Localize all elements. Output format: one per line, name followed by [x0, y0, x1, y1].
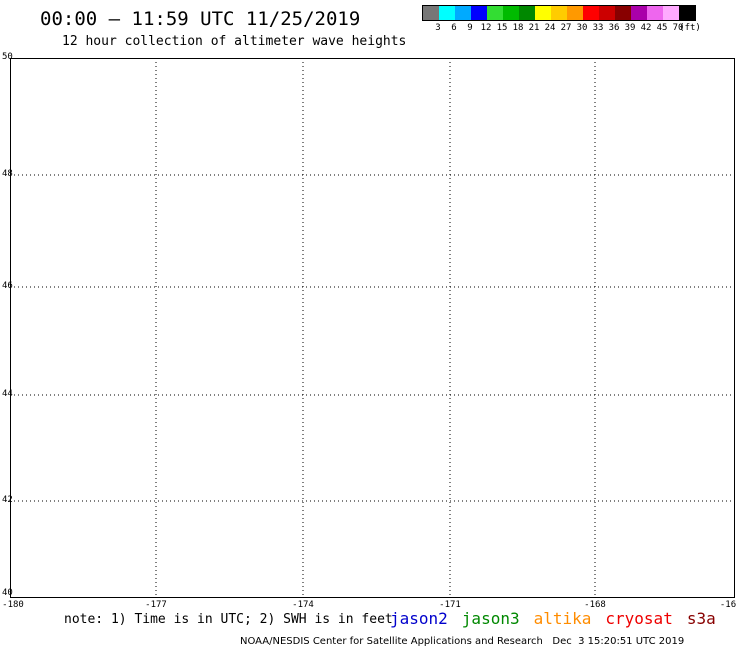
map-grid [10, 58, 735, 598]
wave-height-map: 50 48 46 44 42 40 -180 -177 -174 -171 -168 -16 [2, 52, 736, 610]
satellite-legend-cryosat: cryosat [605, 609, 673, 628]
map-frame [10, 58, 735, 598]
legend-swatch [567, 6, 583, 20]
legend-swatch [487, 6, 503, 20]
satellite-legend-s3a: s3a [686, 609, 716, 628]
satellite-legend: jason2 jason3 altika cryosat s3a [390, 609, 730, 628]
legend-label: (ft) [679, 23, 701, 33]
legend-label: 36 [608, 23, 620, 33]
legend-label: 70 [672, 23, 684, 33]
legend-label: 30 [576, 23, 588, 33]
latitude-label: 44 [2, 389, 13, 399]
satellite-legend-jason3: jason3 [461, 609, 520, 628]
legend-label: 24 [544, 23, 556, 33]
legend-label: 39 [624, 23, 636, 33]
legend-swatch [599, 6, 615, 20]
longitude-label: -171 [439, 600, 461, 610]
map-title: 00:00 – 11:59 UTC 11/25/2019 [40, 8, 361, 30]
legend-swatch [631, 6, 647, 20]
legend-swatch [615, 6, 631, 20]
legend-swatch [439, 6, 455, 20]
legend-swatch [455, 6, 471, 20]
legend-swatch [503, 6, 519, 20]
legend-label: 3 [435, 23, 441, 33]
legend-swatch [535, 6, 551, 20]
legend-label: 18 [512, 23, 524, 33]
legend-label: 45 [656, 23, 668, 33]
latitude-label: 46 [2, 281, 13, 291]
longitude-label: -174 [292, 600, 314, 610]
legend-swatches [422, 5, 696, 21]
legend-swatch [423, 6, 439, 20]
legend-swatch [519, 6, 535, 20]
legend-swatch [471, 6, 487, 20]
map-subtitle: 12 hour collection of altimeter wave hei… [62, 34, 407, 49]
legend-swatch [551, 6, 567, 20]
satellite-legend-altika: altika [533, 609, 592, 628]
footer-note: note: 1) Time is in UTC; 2) SWH is in fe… [64, 612, 393, 627]
latitude-label: 42 [2, 495, 13, 505]
legend-swatch [583, 6, 599, 20]
color-legend: 3 6 9 12 15 18 21 24 27 30 33 36 39 42 45 70 (ft) [422, 5, 701, 33]
satellite-legend-jason2: jason2 [390, 609, 448, 628]
legend-label: 21 [528, 23, 540, 33]
latitude-label: 40 [2, 588, 13, 598]
wave-height-points [10, 58, 735, 598]
legend-label: 12 [480, 23, 492, 33]
longitude-label: -177 [145, 600, 167, 610]
longitude-label: -168 [584, 600, 606, 610]
longitude-label: -16 [719, 600, 737, 610]
latitude-label: 50 [2, 52, 13, 62]
legend-label: 27 [560, 23, 572, 33]
legend-swatch [679, 6, 695, 20]
footer-credit: NOAA/NESDIS Center for Satellite Applica… [240, 636, 685, 647]
legend-labels: 3 6 9 12 15 18 21 24 27 30 33 36 39 42 45 70 (ft) [422, 23, 740, 37]
legend-swatch [647, 6, 663, 20]
legend-label: 15 [496, 23, 508, 33]
legend-label: 6 [451, 23, 457, 33]
legend-label: 9 [467, 23, 473, 33]
latitude-label: 48 [2, 169, 13, 179]
longitude-label: -180 [2, 600, 24, 610]
legend-label: 33 [592, 23, 604, 33]
legend-swatch [663, 6, 679, 20]
legend-label: 42 [640, 23, 652, 33]
